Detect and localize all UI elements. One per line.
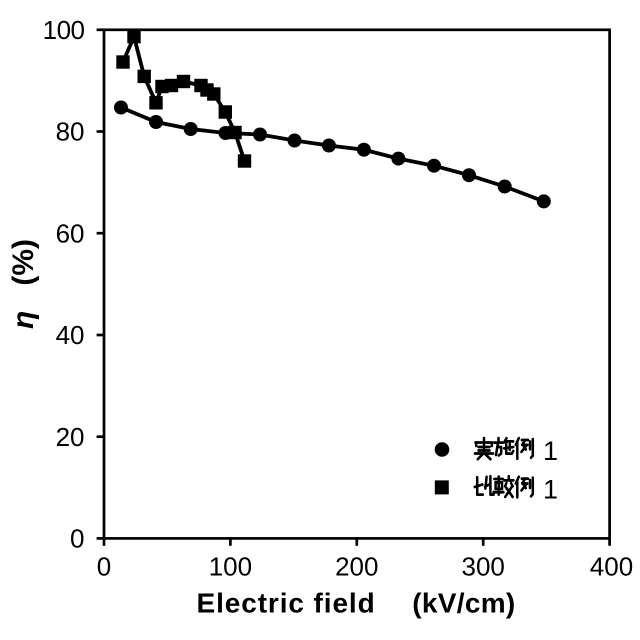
svg-text:20: 20 [56,422,85,452]
svg-text:(kV/cm): (kV/cm) [412,588,515,619]
svg-text:40: 40 [56,320,85,350]
svg-text:100: 100 [43,15,85,45]
svg-text:80: 80 [56,117,85,147]
svg-text:400: 400 [590,552,633,582]
svg-text:200: 200 [335,552,378,582]
svg-text:η (%): η (%) [7,239,40,329]
svg-text:300: 300 [462,552,505,582]
svg-text:0: 0 [97,552,111,582]
svg-text:Electric field: Electric field [197,588,376,619]
svg-text:0: 0 [70,524,84,554]
svg-text:100: 100 [209,552,252,582]
svg-text:1: 1 [543,436,558,466]
svg-text:60: 60 [56,218,85,248]
svg-text:1: 1 [543,475,558,505]
